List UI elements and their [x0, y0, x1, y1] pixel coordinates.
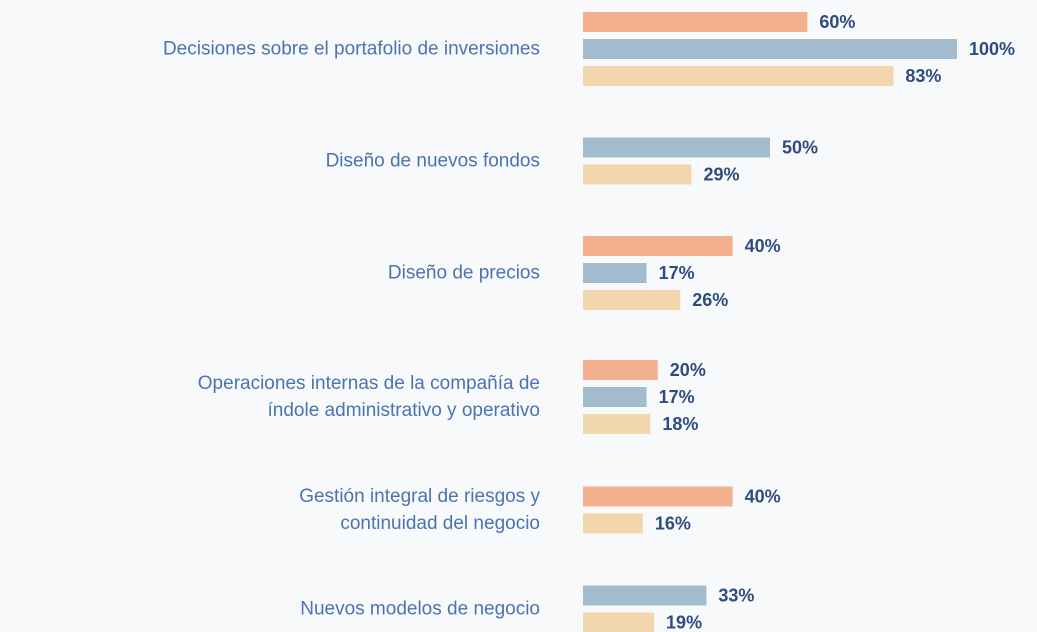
bar [583, 39, 957, 59]
category-label: Operaciones internas de la compañía de í… [197, 373, 540, 421]
bar [583, 137, 770, 158]
category-label: Nuevos modelos de negocio [300, 598, 540, 620]
value-label: 50% [782, 137, 818, 157]
bar [583, 263, 647, 283]
bar [583, 414, 651, 434]
bar [583, 387, 647, 407]
bar [583, 360, 658, 380]
value-label: 33% [718, 585, 754, 605]
value-label: 100% [969, 39, 1015, 59]
value-label: 17% [659, 263, 695, 283]
bar [583, 585, 707, 606]
category-label: Diseño de nuevos fondos [325, 150, 540, 172]
value-label: 18% [662, 414, 698, 434]
value-label: 60% [819, 12, 855, 32]
value-label: 40% [745, 236, 781, 256]
bar [583, 513, 643, 534]
value-label: 29% [703, 164, 739, 184]
bar [583, 236, 733, 256]
value-label: 40% [745, 486, 781, 506]
bar [583, 66, 894, 86]
category-label: Gestión integral de riesgos y continuida… [299, 486, 540, 534]
value-label: 17% [659, 387, 695, 407]
value-label: 26% [692, 290, 728, 310]
value-label: 83% [905, 66, 941, 86]
category-label: Decisiones sobre el portafolio de invers… [162, 38, 540, 60]
value-label: 20% [670, 360, 706, 380]
bar [583, 164, 692, 185]
value-label: 19% [666, 612, 702, 632]
value-label: 16% [655, 513, 691, 533]
bar [583, 290, 681, 310]
bar [583, 486, 733, 507]
bar [583, 12, 808, 32]
category-label: Diseño de precios [387, 262, 540, 284]
bar [583, 612, 655, 632]
